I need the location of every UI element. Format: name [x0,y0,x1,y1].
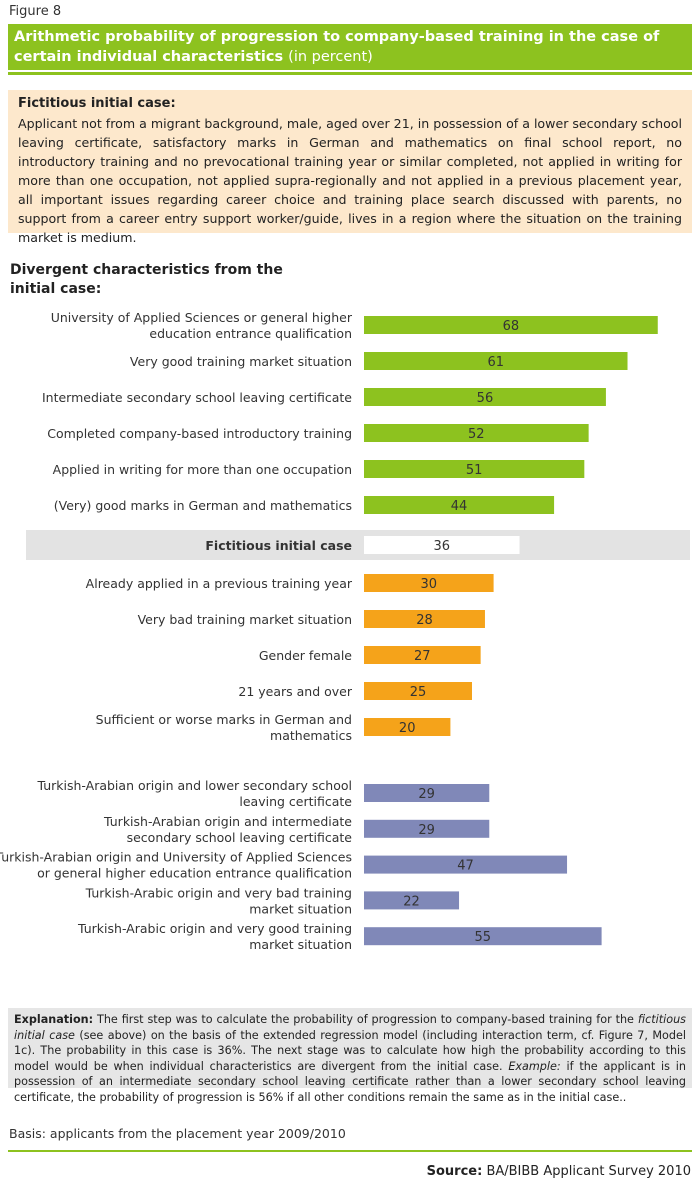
bar-category-label-line: Turkish-Arabian origin and intermediate [103,814,352,829]
bar-value-label: 68 [503,319,520,334]
bar-category-label-line: education entrance qualification [149,326,352,341]
explanation-italic-term: fictitious initial case [14,1013,686,1042]
bar-category-label: Turkish-Arabian origin and intermediate s… [103,814,352,845]
initial-case-text: Applicant not from a migrant background,… [18,116,683,245]
figure-label: Figure 8 [9,4,62,19]
bar-category-label-line: Turkish-Arabian origin and lower seconda… [36,778,352,793]
bar-value-label: 55 [475,930,492,945]
bar-value-label: 29 [418,823,435,838]
bar-chart-svg: 68 University of Applied Sciences or gene… [0,310,690,952]
bar-positive [364,460,585,478]
bar-negative [364,682,472,700]
bar-value-label: 27 [414,649,431,664]
basis-note: Basis: applicants from the placement yea… [9,1126,346,1141]
bar-category-label-line: Very bad training market situation [138,612,352,627]
bar-value-label: 61 [487,355,504,370]
bar-category-label: Fictitious initial case [205,538,352,553]
bar-category-label-line: Intermediate secondary school leaving ce… [42,390,352,405]
bar-positive [364,352,628,370]
bar-baseline [364,536,520,554]
bar-value-label: 22 [403,894,420,909]
bar-category-label-line: Completed company-based introductory tra… [47,426,352,441]
bar-migrant [364,891,460,910]
source-label: Source: [426,1164,483,1179]
initial-case-box: Fictitious initial case: Applicant not f… [8,90,692,245]
bar-category-label-line: Turkish-Arabic origin and very bad train… [85,885,352,900]
bar-positive [364,496,555,514]
bar-category-label-line: Gender female [259,648,352,663]
bar-value-label: 30 [421,577,438,592]
explanation-part-2: (see above) on the basis of the extended… [14,1028,686,1073]
source-note: Source: BA/BIBB Applicant Survey 2010 [427,1164,691,1179]
bar-category-label-line: (Very) good marks in German and mathemat… [54,498,352,513]
bar-category-label-line: Fictitious initial case [205,538,352,553]
bar-category-label-line: Very good training market situation [130,354,352,369]
bar-positive [364,424,589,442]
baseline-band [26,530,690,560]
explanation-part-1: The first step was to calculate the prob… [93,1013,638,1026]
bar-negative [364,574,494,592]
bar-category-label-line: Turkish-Arabic origin and very good trai… [77,921,352,936]
bar-category-label-line: Turkish-Arabian origin and University of… [0,850,352,865]
explanation-box: Explanation: The first step was to calcu… [8,1008,692,1104]
bar-negative [364,610,485,628]
bar-value-label: 52 [468,427,485,442]
bar-category-label: University of Applied Sciences or genera… [51,310,353,341]
bar-category-label: Intermediate secondary school leaving ce… [42,390,352,405]
bar-value-label: 56 [477,391,494,406]
bar-migrant [364,927,602,946]
title-underline [8,72,692,75]
explanation-example-label: Example: [508,1059,561,1073]
bar-migrant [364,855,568,874]
bar-category-label: Turkish-Arabian origin and lower seconda… [36,778,352,809]
bar-category-label-line: Already applied in a previous training y… [86,576,353,591]
bar-category-label: Very good training market situation [130,354,352,369]
bar-positive [364,316,658,334]
explanation-part-3: if the applicant is in possession of an … [14,1059,686,1104]
bar-value-label: 28 [416,613,433,628]
bar-value-label: 29 [418,787,435,802]
bar-negative [364,718,451,736]
bar-value-label: 44 [451,499,468,514]
bar-value-label: 36 [433,539,450,554]
bar-value-label: 25 [410,685,427,700]
chart-title-unit: (in percent) [288,49,373,65]
bar-category-label-line: market situation [249,901,352,916]
bar-positive [364,388,606,406]
bar-value-label: 47 [457,859,474,874]
bar-negative [364,646,481,664]
bar-category-label: Completed company-based introductory tra… [47,426,352,441]
bar-migrant [364,819,490,838]
bar-category-label: Already applied in a previous training y… [86,576,353,591]
bar-category-label-line: Applied in writing for more than one occ… [53,462,352,477]
bar-category-label-line: leaving certificate [239,794,352,809]
bar-category-label-line: mathematics [270,728,352,743]
bar-migrant [364,784,490,802]
bar-category-label: Turkish-Arabic origin and very good trai… [77,921,352,952]
bottom-rule [8,1150,692,1152]
bar-category-label-line: University of Applied Sciences or genera… [51,310,353,325]
bar-category-label: Sufficient or worse marks in German and m… [96,712,352,743]
initial-case-heading: Fictitious initial case: [18,96,176,111]
bar-category-label: Turkish-Arabian origin and University of… [0,850,352,881]
bar-category-label: Gender female [259,648,352,663]
chart-title-bar: Arithmetic probability of progression to… [8,24,692,70]
bar-category-label: (Very) good marks in German and mathemat… [54,498,352,513]
bar-category-label-line: market situation [249,937,352,952]
source-text: BA/BIBB Applicant Survey 2010 [482,1164,691,1179]
bar-category-label: 21 years and over [238,684,352,699]
bar-category-label: Applied in writing for more than one occ… [53,462,352,477]
bar-category-label-line: Sufficient or worse marks in German and [96,712,352,727]
bar-category-label-line: or general higher education entrance qua… [37,866,352,881]
explanation-lead: Explanation: [14,1013,94,1026]
bar-value-label: 20 [399,721,416,736]
bar-category-label-line: secondary school leaving certificate [127,830,353,845]
bar-category-label: Turkish-Arabic origin and very bad train… [85,885,352,916]
section-heading: Divergent characteristics from the initi… [10,262,283,297]
bar-category-label-line: 21 years and over [238,684,352,699]
chart-title: Arithmetic probability of progression to… [14,29,660,65]
bar-value-label: 51 [466,463,483,478]
bar-category-label: Very bad training market situation [138,612,352,627]
